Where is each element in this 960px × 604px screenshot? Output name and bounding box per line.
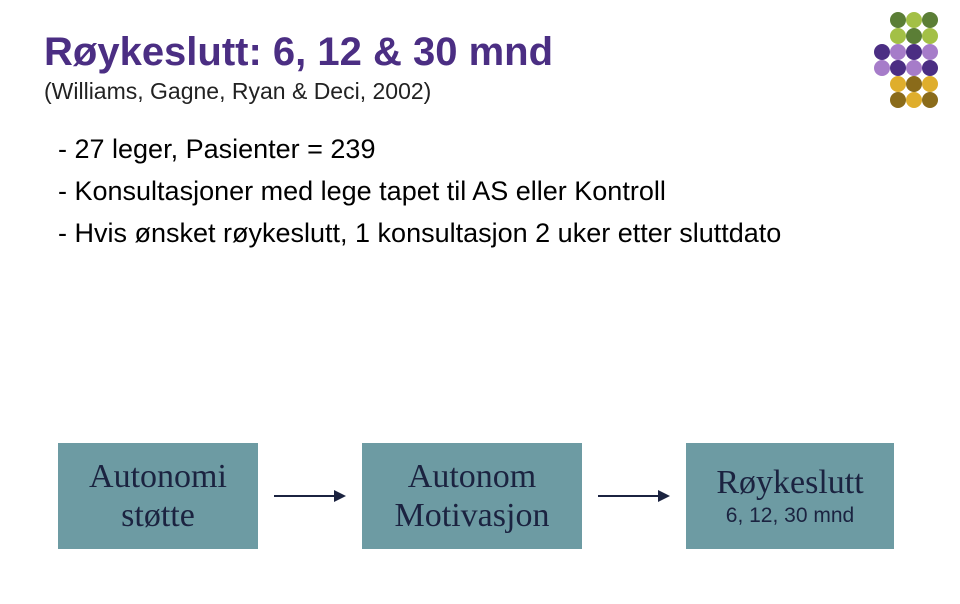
box-line: Autonomi [89,458,227,495]
bullet-item: - Hvis ønsket røykeslutt, 1 konsultasjon… [44,215,916,253]
slide: Røykeslutt: 6, 12 & 30 mnd (Williams, Ga… [0,0,960,604]
slide-title: Røykeslutt: 6, 12 & 30 mnd [44,28,916,76]
arrow-icon [598,495,670,497]
flow-box-autonom-motivasjon: Autonom Motivasjon [362,443,582,549]
box-line: Motivasjon [395,497,550,534]
bullet-item: - Konsultasjoner med lege tapet til AS e… [44,173,916,211]
flow-box-autonomi-stotte: Autonomi støtte [58,443,258,549]
corner-decor [874,12,938,108]
flow-row: Autonomi støtte Autonom Motivasjon Røyke… [0,443,960,549]
box-line: Røykeslutt [716,463,863,502]
slide-subtitle: (Williams, Gagne, Ryan & Deci, 2002) [44,78,916,105]
arrow-icon [274,495,346,497]
flow-box-roykeslutt: Røykeslutt 6, 12, 30 mnd [686,443,894,549]
box-line: Autonom [408,458,536,495]
bullet-list: - 27 leger, Pasienter = 239 - Konsultasj… [44,131,916,252]
bullet-item: - 27 leger, Pasienter = 239 [44,131,916,169]
box-subline: 6, 12, 30 mnd [716,504,863,528]
box-line: støtte [121,497,195,534]
